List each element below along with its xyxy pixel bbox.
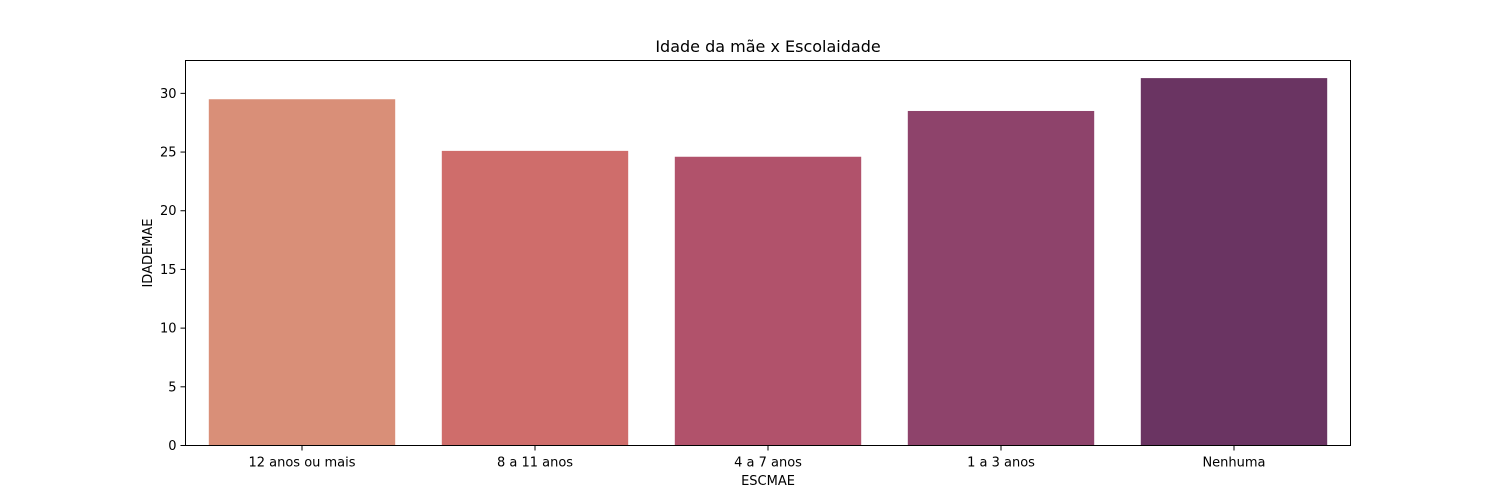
bar-5 <box>1140 78 1328 446</box>
y-tick-label: 20 <box>160 204 177 219</box>
y-tick-label: 25 <box>160 146 177 161</box>
x-tick-label: 1 a 3 anos <box>967 456 1035 471</box>
y-axis-label: IDADEMAE <box>141 218 156 287</box>
bar-3 <box>674 156 862 446</box>
x-tick-label: Nenhuma <box>1202 456 1265 471</box>
y-tick-label: 10 <box>160 322 177 337</box>
plot-frame <box>185 60 1351 446</box>
x-tick-label: 12 anos ou mais <box>248 456 355 471</box>
x-axis-label: ESCMAE <box>741 474 795 489</box>
x-axis-ticks: 12 anos ou mais 8 a 11 anos 4 a 7 anos 1 a … <box>248 445 1266 471</box>
y-tick-label: 5 <box>168 380 176 395</box>
y-tick-label: 15 <box>160 263 177 278</box>
bar-1 <box>208 99 396 446</box>
chart-title: Idade da mãe x Escolaidade <box>655 37 880 56</box>
y-tick-label: 0 <box>168 439 176 454</box>
y-tick-label: 30 <box>160 87 177 102</box>
y-axis-ticks: 0 5 10 15 20 25 30 <box>160 87 186 454</box>
x-tick-label: 8 a 11 anos <box>497 456 573 471</box>
x-tick-label: 4 a 7 anos <box>734 456 802 471</box>
bars-group <box>208 78 1328 446</box>
bar-2 <box>441 150 629 446</box>
bar-4 <box>907 110 1095 446</box>
